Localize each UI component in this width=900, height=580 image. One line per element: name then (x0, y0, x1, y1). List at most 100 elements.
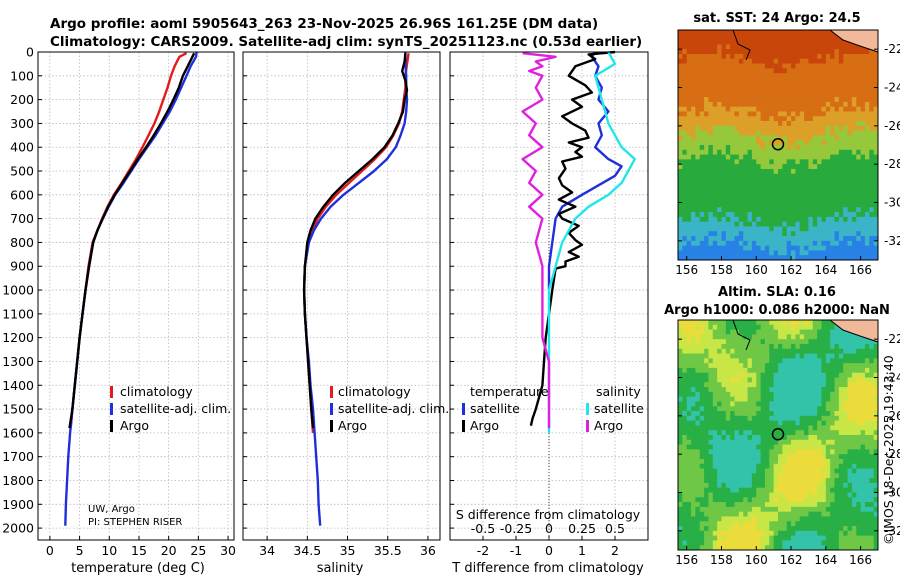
map-cell (695, 511, 701, 517)
map-cell (799, 363, 805, 369)
map-cell (699, 535, 705, 541)
map-cell (756, 320, 762, 326)
map-cell (808, 255, 814, 261)
map-cell (808, 34, 814, 40)
map-cell (869, 92, 875, 98)
map-cell (791, 406, 796, 412)
map-cell (712, 502, 718, 508)
map-cell (830, 53, 835, 60)
map-cell (851, 516, 857, 522)
map-cell (691, 197, 696, 203)
map-cell (708, 458, 714, 465)
map-cell (773, 530, 779, 537)
map-cell (695, 77, 701, 84)
map-cell (743, 449, 748, 455)
map-cell (847, 348, 853, 354)
map-cell (843, 188, 848, 194)
map-cell (786, 435, 792, 441)
map-cell (725, 168, 731, 175)
map-cell (704, 353, 709, 359)
map-cell (843, 535, 848, 541)
map-cell (686, 73, 692, 79)
map-cell (678, 367, 683, 374)
map-cell (756, 449, 762, 455)
map-cell (834, 240, 840, 247)
map-cell (712, 77, 718, 84)
map-cell (843, 530, 848, 537)
map-cell (756, 97, 762, 103)
map-cell (695, 197, 701, 203)
map-cell (678, 240, 683, 247)
map-cell (747, 391, 753, 398)
map-cell (769, 363, 775, 369)
map-cell (699, 425, 705, 431)
map-cell (751, 240, 757, 247)
map-cell (860, 454, 866, 460)
map-cell (856, 121, 862, 127)
map-cell (804, 140, 809, 146)
map-cell (817, 329, 822, 335)
map-cell (773, 216, 779, 223)
map-cell (725, 173, 731, 179)
map-cell (851, 358, 857, 364)
map-cell (747, 212, 753, 218)
map-cell (834, 159, 840, 165)
map-cell (699, 454, 705, 460)
map-cell (695, 101, 701, 108)
map-cell (856, 391, 862, 398)
map-cell (699, 231, 705, 237)
x-tick-label: 162 (780, 263, 803, 277)
map-cell (825, 135, 831, 141)
map-cell (686, 58, 692, 64)
map-cell (743, 44, 748, 50)
map-cell (817, 521, 822, 527)
map-cell (691, 207, 696, 213)
map-cell (734, 411, 740, 417)
map-cell (712, 73, 718, 79)
map-cell (821, 377, 827, 383)
map-cell (864, 454, 870, 460)
map-cell (730, 497, 735, 503)
map-cell (786, 343, 792, 350)
map-cell (812, 39, 818, 45)
map-cell (778, 145, 783, 151)
map-cell (721, 391, 727, 398)
map-cell (847, 343, 853, 350)
map-cell (708, 125, 714, 132)
map-cell (782, 245, 788, 251)
map-cell (869, 173, 875, 179)
map-cell (860, 145, 866, 151)
map-cell (860, 526, 866, 532)
map-cell (734, 207, 740, 213)
map-cell (738, 497, 744, 503)
map-cell (808, 382, 814, 388)
map-cell (717, 420, 722, 426)
map-cell (778, 391, 783, 398)
map-cell (851, 212, 857, 218)
map-cell (860, 348, 866, 354)
map-cell (799, 116, 805, 122)
map-cell (717, 178, 722, 184)
map-cell (791, 497, 796, 503)
map-cell (804, 245, 809, 251)
map-cell (743, 87, 748, 93)
map-cell (847, 226, 853, 232)
map-cell (834, 382, 840, 388)
map-cell (708, 240, 714, 247)
map-cell (873, 250, 879, 256)
map-cell (695, 106, 701, 112)
map-cell (773, 245, 779, 251)
map-cell (760, 506, 766, 513)
map-cell (708, 497, 714, 503)
map-cell (686, 526, 692, 532)
map-cell (821, 516, 827, 522)
map-cell (760, 145, 766, 151)
map-cell (730, 188, 735, 194)
map-cell (734, 430, 740, 436)
map-cell (808, 30, 814, 36)
map-cell (856, 250, 862, 256)
map-cell (773, 358, 779, 364)
map-cell (682, 39, 688, 45)
map-cell (699, 521, 705, 527)
map-cell (825, 506, 831, 513)
